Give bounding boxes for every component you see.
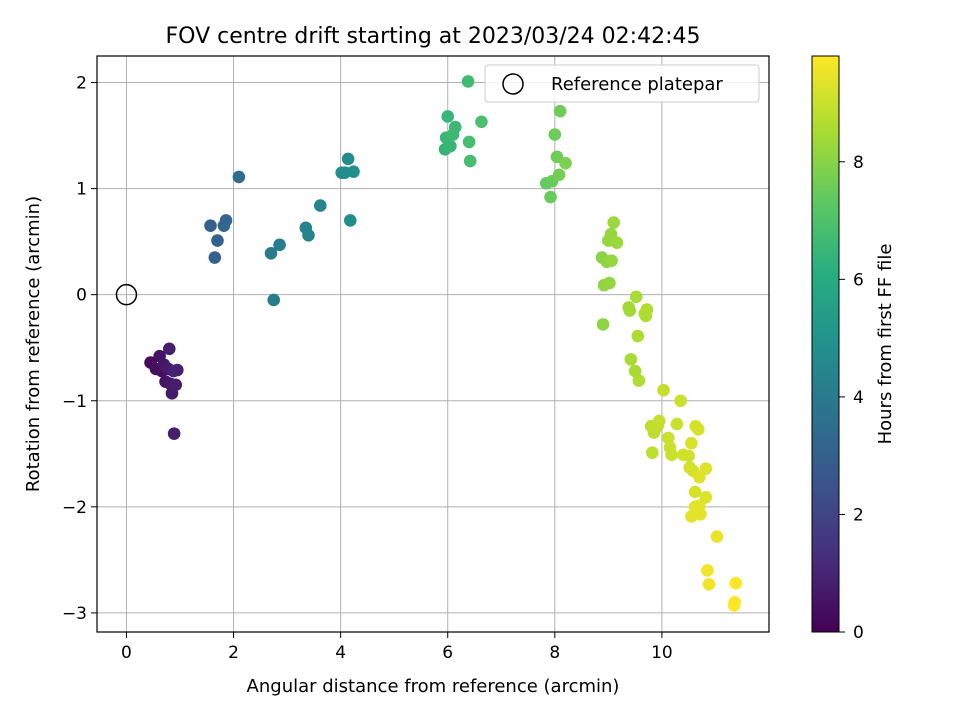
- data-point: [171, 363, 184, 377]
- colorbar-gradient: [811, 55, 840, 633]
- data-point: [652, 414, 666, 428]
- data-point: [702, 577, 716, 591]
- data-point: [219, 214, 233, 227]
- data-point: [710, 530, 724, 543]
- data-point: [665, 448, 678, 462]
- chart-title: FOV centre drift starting at 2023/03/24 …: [166, 24, 701, 49]
- colorbar: 0 2 4 6 8 Hours from first FF file: [811, 55, 896, 643]
- y-tick-label: −3: [62, 604, 87, 624]
- colorbar-label: Hours from first FF file: [875, 244, 896, 445]
- data-point: [169, 378, 183, 392]
- data-point: [208, 251, 222, 264]
- data-point: [682, 449, 695, 463]
- y-axis-label: Rotation from reference (arcmin): [23, 196, 44, 492]
- data-point: [662, 431, 675, 445]
- data-point: [639, 309, 653, 323]
- data-point: [552, 168, 566, 182]
- data-point: [603, 276, 616, 290]
- x-axis-label: Angular distance from reference (arcmin): [247, 676, 620, 697]
- data-point: [343, 214, 357, 227]
- data-point: [699, 462, 713, 475]
- data-point: [448, 120, 462, 134]
- data-point: [657, 383, 670, 397]
- data-point: [347, 165, 360, 178]
- data-point: [544, 190, 557, 204]
- data-point: [273, 238, 286, 252]
- data-point: [302, 228, 315, 242]
- data-point: [441, 110, 455, 123]
- data-point: [701, 564, 714, 577]
- x-tick-label: 10: [651, 643, 673, 663]
- colorbar-tick-label: 2: [853, 505, 864, 525]
- y-tick-label: −1: [62, 392, 87, 412]
- data-point: [605, 254, 618, 268]
- y-tick-label: −2: [62, 498, 87, 518]
- colorbar-tick-label: 0: [853, 623, 864, 643]
- y-tick-label: 0: [76, 286, 87, 306]
- data-point: [211, 234, 224, 247]
- x-axis: 0 2 4 6 8 10: [121, 632, 673, 663]
- data-point: [727, 599, 741, 612]
- data-point: [624, 353, 638, 366]
- data-point: [341, 152, 355, 166]
- data-point: [461, 75, 475, 88]
- x-tick-label: 2: [228, 643, 239, 663]
- data-point: [204, 219, 217, 233]
- data-point: [559, 156, 572, 170]
- data-point: [623, 304, 637, 317]
- data-point: [631, 329, 645, 343]
- legend-label: Reference platepar: [551, 74, 723, 95]
- colorbar-tick-label: 6: [853, 270, 864, 290]
- data-point: [462, 135, 476, 149]
- data-point: [475, 115, 488, 129]
- data-point: [232, 170, 246, 184]
- data-point: [463, 154, 477, 168]
- data-point: [692, 423, 705, 436]
- y-axis: −3 −2 −1 0 1 2: [62, 74, 97, 624]
- x-tick-label: 0: [121, 643, 132, 663]
- x-tick-label: 6: [442, 643, 453, 663]
- data-points: [144, 75, 743, 612]
- y-tick-label: 2: [76, 74, 87, 94]
- reference-marker-layer: [115, 283, 138, 306]
- data-point: [632, 374, 646, 387]
- data-point: [674, 394, 687, 408]
- data-point: [607, 216, 621, 229]
- data-point: [553, 104, 567, 118]
- grid: [97, 56, 769, 632]
- legend-marker: [502, 73, 524, 95]
- data-point: [645, 446, 659, 460]
- data-point: [729, 576, 743, 590]
- data-point: [685, 436, 698, 450]
- data-point: [628, 364, 642, 378]
- data-point: [313, 199, 327, 212]
- data-point: [444, 139, 457, 153]
- colorbar-tick-label: 8: [853, 153, 864, 173]
- data-point: [694, 507, 707, 521]
- data-point: [548, 128, 562, 141]
- data-point: [162, 342, 176, 356]
- colorbar-tick-label: 4: [853, 388, 864, 408]
- plot-frame: [96, 55, 770, 633]
- legend: Reference platepar: [484, 64, 760, 103]
- legend-box: [484, 64, 760, 103]
- data-point: [264, 247, 278, 260]
- reference-platepar-marker: [115, 283, 138, 306]
- data-point: [267, 293, 281, 307]
- data-point: [629, 290, 643, 304]
- x-tick-label: 4: [335, 643, 346, 663]
- data-point: [610, 236, 624, 249]
- data-point: [596, 318, 610, 331]
- x-tick-label: 8: [549, 643, 560, 663]
- data-point: [167, 427, 181, 440]
- y-tick-label: 1: [76, 180, 87, 200]
- data-point: [670, 417, 684, 431]
- colorbar-ticks: 0 2 4 6 8: [839, 153, 864, 643]
- data-point: [688, 485, 702, 499]
